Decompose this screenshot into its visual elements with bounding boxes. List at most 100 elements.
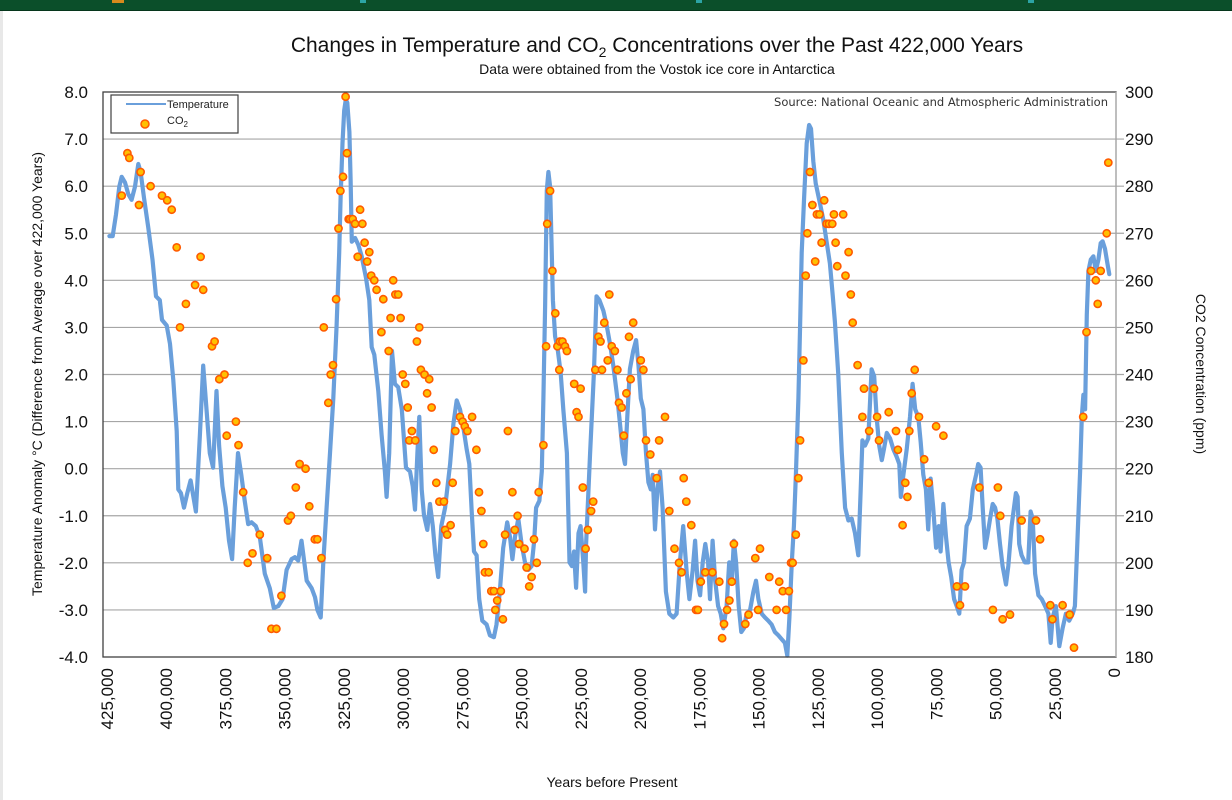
co2-point xyxy=(360,238,369,248)
co2-point xyxy=(744,610,753,619)
co2-point xyxy=(508,487,517,497)
co2-point xyxy=(764,572,774,582)
left-tick-label: 7.0 xyxy=(64,130,88,149)
co2-point xyxy=(576,384,585,393)
right-tick-label: 250 xyxy=(1125,318,1153,337)
co2-point xyxy=(869,384,879,393)
co2-point xyxy=(369,275,379,285)
co2-point xyxy=(513,511,522,521)
co2-point xyxy=(819,195,829,205)
co2-point xyxy=(864,426,874,436)
co2-point xyxy=(740,619,750,629)
x-tick-label: 50,000 xyxy=(987,668,1006,720)
co2-point xyxy=(1031,516,1041,525)
co2-point xyxy=(832,261,842,271)
co2-point xyxy=(545,186,555,196)
co2-point xyxy=(510,525,520,535)
co2-point xyxy=(772,605,781,615)
co2-point xyxy=(781,605,791,615)
left-axis-title: Temperature Anomaly °C (Difference from … xyxy=(29,152,45,596)
co2-point xyxy=(446,520,455,530)
co2-point xyxy=(891,426,901,436)
co2-point xyxy=(841,271,850,280)
co2-point xyxy=(410,435,420,445)
co2-point xyxy=(613,365,622,375)
co2-point xyxy=(858,412,867,422)
co2-point xyxy=(541,341,551,351)
co2-point xyxy=(522,563,531,572)
x-tick-label: 225,000 xyxy=(572,668,591,729)
co2-point xyxy=(393,290,403,299)
header-logo-fragment xyxy=(112,0,124,3)
co2-point xyxy=(301,464,310,474)
co2-point xyxy=(220,370,229,379)
co2-point xyxy=(490,605,500,615)
co2-point xyxy=(596,337,605,346)
co2-point xyxy=(474,487,484,497)
co2-point xyxy=(524,582,534,591)
co2-point xyxy=(628,318,638,328)
co2-point xyxy=(403,403,413,412)
co2-point xyxy=(190,280,200,290)
co2-point xyxy=(442,530,452,539)
co2-point xyxy=(319,322,329,332)
co2-point xyxy=(874,435,884,445)
co2-point xyxy=(1078,412,1088,422)
right-axis-title: CO2 Concentration (ppm) xyxy=(1193,294,1209,454)
co2-point xyxy=(988,605,998,615)
co2-point xyxy=(677,567,686,577)
co2-point xyxy=(471,445,481,455)
co2-point xyxy=(136,167,145,177)
co2-point xyxy=(422,388,432,398)
co2-point xyxy=(907,388,917,398)
co2-point xyxy=(714,577,724,587)
co2-point xyxy=(323,398,333,408)
header-nav-fragment xyxy=(360,0,366,3)
co2-point xyxy=(794,473,803,483)
co2-point xyxy=(276,591,286,601)
co2-point xyxy=(520,544,529,554)
right-tick-label: 200 xyxy=(1125,554,1153,573)
co2-point xyxy=(884,407,894,417)
co2-point xyxy=(175,322,185,332)
legend-temperature-label: Temperature xyxy=(167,99,229,111)
co2-point xyxy=(439,497,449,506)
co2-point xyxy=(904,426,914,436)
co2-point xyxy=(496,586,506,596)
co2-point xyxy=(722,605,732,615)
co2-point xyxy=(1048,614,1057,624)
co2-point xyxy=(815,209,824,219)
x-tick-label: 425,000 xyxy=(98,668,117,729)
x-tick-label: 200,000 xyxy=(631,668,650,729)
co2-point xyxy=(1086,266,1096,276)
left-tick-label: -2.0 xyxy=(59,554,88,573)
co2-point xyxy=(222,431,232,441)
co2-point xyxy=(384,346,394,356)
x-tick-label: 300,000 xyxy=(394,668,413,729)
co2-point xyxy=(788,558,798,568)
left-tick-label: -4.0 xyxy=(59,648,88,667)
legend-box xyxy=(110,94,239,134)
co2-point xyxy=(729,539,739,549)
temperature-line xyxy=(107,97,1112,658)
co2-point xyxy=(939,431,948,441)
co2-point xyxy=(1058,600,1067,610)
x-tick-label: 325,000 xyxy=(335,668,354,729)
co2-point xyxy=(326,370,336,379)
co2-point xyxy=(364,247,374,257)
co2-point xyxy=(231,417,241,426)
source-note: Source: National Oceanic and Atmospheric… xyxy=(774,95,1108,109)
co2-point xyxy=(808,200,817,210)
co2-point xyxy=(328,360,338,370)
co2-point xyxy=(859,384,869,393)
co2-point xyxy=(910,365,920,375)
co2-point xyxy=(1103,158,1113,167)
co2-point xyxy=(599,318,609,328)
right-tick-label: 270 xyxy=(1125,224,1153,243)
co2-point xyxy=(784,586,794,596)
co2-point xyxy=(838,209,848,219)
right-tick-label: 180 xyxy=(1125,648,1153,667)
co2-point xyxy=(548,266,557,276)
right-tick-label: 280 xyxy=(1125,177,1153,196)
right-tick-label: 210 xyxy=(1125,507,1153,526)
